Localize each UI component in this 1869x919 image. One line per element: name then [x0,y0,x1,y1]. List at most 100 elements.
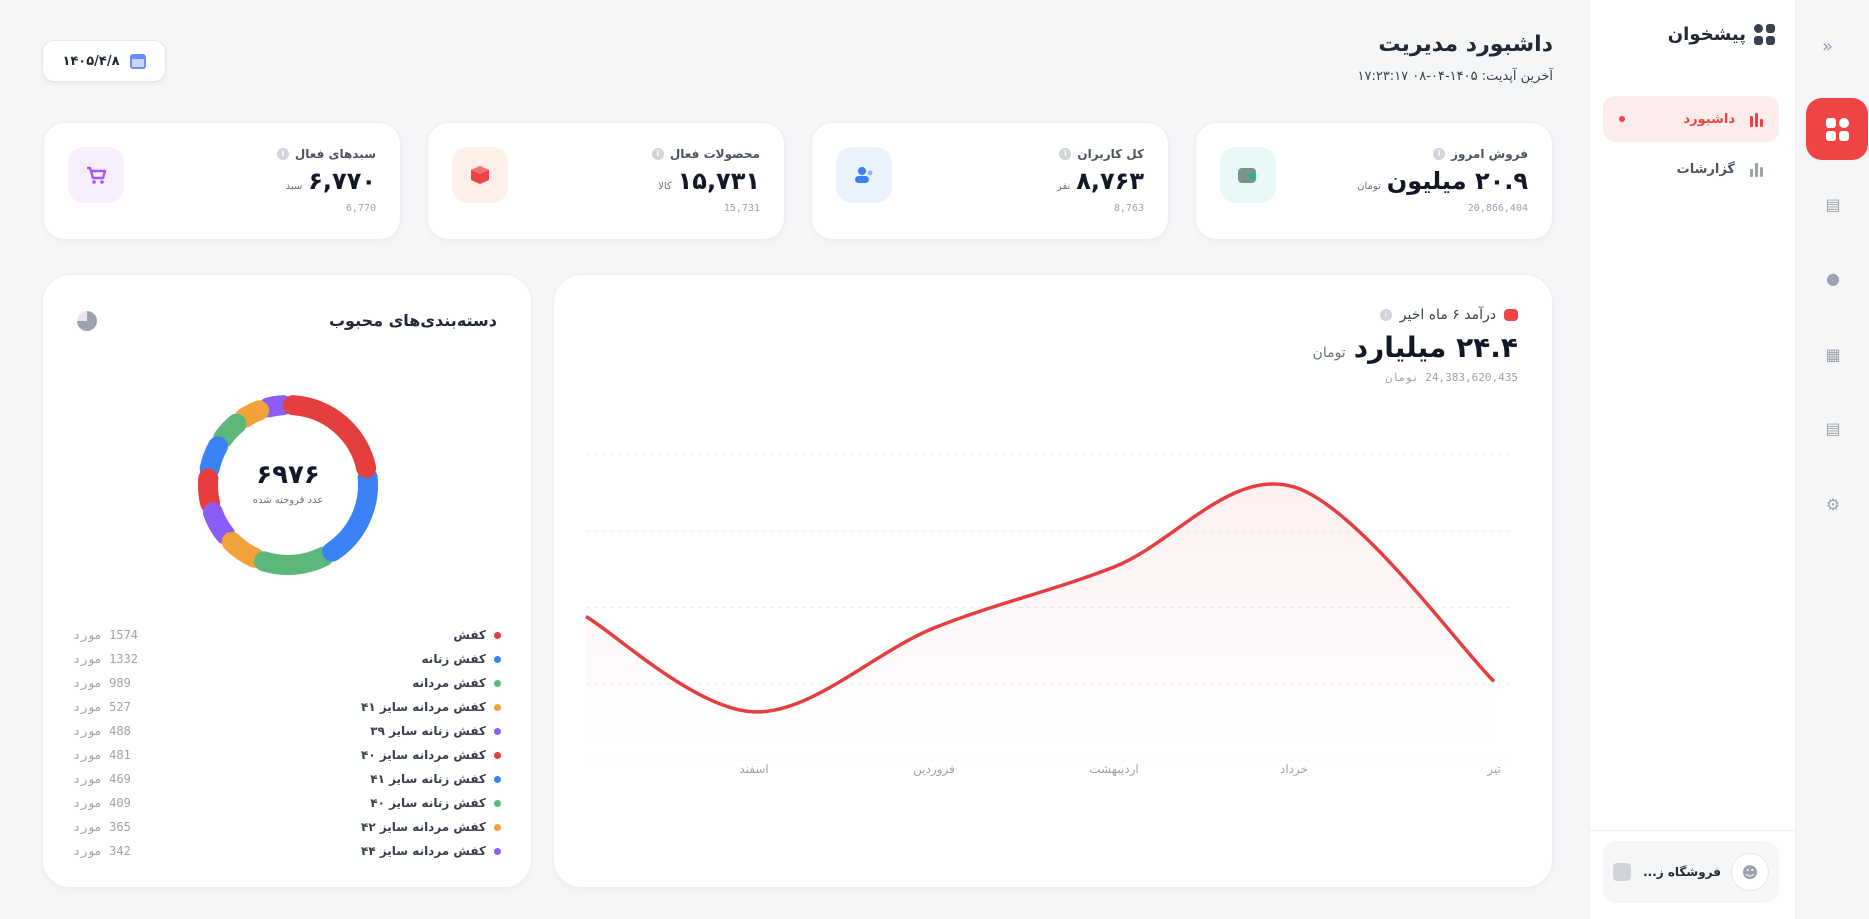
donut-center-value: ۶۹۷۶ [256,460,319,490]
stat-label: کل کاربران [1077,147,1144,161]
calendar-icon [129,53,146,69]
store-name: فروشگاه ز... [1643,865,1721,879]
donut-slice[interactable] [322,467,378,562]
legend-item[interactable]: 1574 مورد کفش [73,623,501,647]
revenue-unit: تومان [1312,345,1346,361]
donut-slice[interactable] [234,400,270,428]
bag-icon[interactable]: ▤ [1825,195,1841,214]
donut-slice[interactable] [199,436,228,479]
store-icon[interactable]: ▦ [1825,345,1841,364]
x-tick-label: فروردین [913,762,955,777]
legend-label: کفش زنانه [421,652,486,666]
info-icon[interactable]: i [1433,148,1446,160]
report-icon [1745,161,1763,177]
date-picker[interactable]: ۱۴۰۵/۴/۸ [42,40,166,82]
legend-dot [494,775,501,783]
legend-count: 342 مورد [73,844,131,858]
legend-item[interactable]: 989 مورد کفش مردانه [73,671,501,695]
x-tick-label: اردیبهشت [1089,762,1138,777]
revenue-raw: 24,383,620,435 تومان [1385,371,1518,384]
legend-item[interactable]: 527 مورد کفش مردانه سایز ۴۱ [73,695,501,719]
legend-count: 1574 مورد [73,628,139,642]
revenue-line[interactable] [585,482,1496,714]
stat-card-active-products: محصولات فعال i ۱۵,۷۳۱ کالا 15,731 [427,122,785,240]
users-icon[interactable]: ● [1826,269,1840,288]
document-icon[interactable]: ▤ [1825,419,1841,438]
legend-dot [494,799,501,807]
sidebar-item-label: داشبورد [1683,111,1735,127]
legend-dot [494,751,501,759]
collapse-icon[interactable]: » [1822,36,1834,57]
stat-unit: نفر [1056,181,1071,192]
stat-card-total-users: کل کاربران i ۸,۷۶۳ نفر 8,763 [811,122,1169,240]
sidebar-divider [1590,830,1795,831]
revenue-value: ۲۴.۴ میلیارد [1353,331,1518,364]
x-tick-label: خرداد [1280,762,1308,777]
info-icon[interactable]: i [276,148,289,160]
legend-dot [494,631,501,639]
legend-count: 469 مورد [73,772,131,786]
legend-label: کفش زنانه سایز ۴۱ [370,772,486,786]
store-switcher[interactable]: ☻ فروشگاه ز... [1603,841,1779,903]
date-value: ۱۴۰۵/۴/۸ [62,53,120,69]
stat-unit: سبد [285,181,303,192]
stat-value: ۱۵,۷۳۱ [677,167,760,195]
avatar: ☻ [1731,853,1769,891]
info-icon[interactable]: i [1379,309,1392,321]
info-icon[interactable]: i [651,148,664,160]
donut-slice[interactable] [258,395,294,418]
active-dot [1619,116,1625,122]
brand-logo-icon [1754,24,1775,45]
dashboard-icon[interactable] [1806,98,1868,160]
wallet-icon [1220,147,1276,203]
stat-value: ۶,۷۷۰ [308,167,376,195]
stat-label: فروش امروز [1451,147,1528,161]
revenue-icon [1504,309,1518,321]
sidebar-item-label: گزارشات [1676,161,1735,177]
donut-center-label: عدد فروخته شده [253,495,324,506]
legend-item[interactable]: 365 مورد کفش مردانه سایز ۴۲ [73,815,501,839]
sidebar-item-dashboard[interactable]: داشبورد [1603,96,1779,142]
legend-count: 1332 مورد [73,652,139,666]
legend-item[interactable]: 342 مورد کفش مردانه سایز ۴۴ [73,839,501,863]
brand[interactable]: پیشخوان [1668,24,1775,45]
stat-label: محصولات فعال [669,147,760,161]
x-tick-label: تیر [1486,762,1501,777]
stat-value: ۲۰.۹ میلیون [1386,167,1528,195]
legend-label: کفش مردانه سایز ۴۲ [361,820,486,834]
revenue-line-chart: اسفند فروردین اردیبهشت خرداد تیر [585,454,1514,777]
legend-label: کفش مردانه سایز ۴۴ [361,844,486,858]
categories-title: دسته‌بندی‌های محبوب [328,311,497,330]
settings-icon[interactable]: ⚙ [1825,495,1841,514]
info-icon[interactable]: i [1059,148,1072,160]
legend-item[interactable]: 469 مورد کفش زنانه سایز ۴۱ [73,767,501,791]
categories-donut-chart: ۶۹۷۶ عدد فروخته شده [198,395,378,575]
legend-dot [494,655,501,663]
pie-chart-icon[interactable] [77,311,97,331]
donut-slice[interactable] [198,468,221,514]
donut-slice[interactable] [282,395,377,478]
revenue-label: درآمد ۶ ماه اخیر [1399,307,1496,323]
legend-count: 409 مورد [73,796,131,810]
stat-raw: 20,866,404 [1467,203,1528,214]
brand-name: پیشخوان [1667,24,1746,45]
legend-dot [494,703,501,711]
legend-item[interactable]: 409 مورد کفش زنانه سایز ۴۰ [73,791,501,815]
donut-slice[interactable] [221,531,265,568]
legend-label: کفش مردانه سایز ۴۰ [361,748,486,762]
legend-dot [494,847,501,855]
legend-item[interactable]: 481 مورد کفش مردانه سایز ۴۰ [73,743,501,767]
categories-legend: 1574 مورد کفش 1332 مورد کفش زنانه 989 مورد کف… [73,623,501,863]
stat-unit: تومان [1357,181,1381,192]
bar-chart-icon [1745,111,1763,127]
stat-label: سبدهای فعال [294,147,376,161]
legend-count: 365 مورد [73,820,131,834]
legend-item[interactable]: 488 مورد کفش زنانه سایز ۳۹ [73,719,501,743]
donut-slice[interactable] [213,413,247,449]
sidebar-item-reports[interactable]: گزارشات [1603,146,1779,192]
icon-rail: » ▤ ● ▦ ▤ ⚙ [1795,0,1869,919]
legend-count: 488 مورد [73,724,131,738]
legend-item[interactable]: 1332 مورد کفش زنانه [73,647,501,671]
donut-slice[interactable] [253,546,334,575]
donut-slice[interactable] [202,502,236,545]
